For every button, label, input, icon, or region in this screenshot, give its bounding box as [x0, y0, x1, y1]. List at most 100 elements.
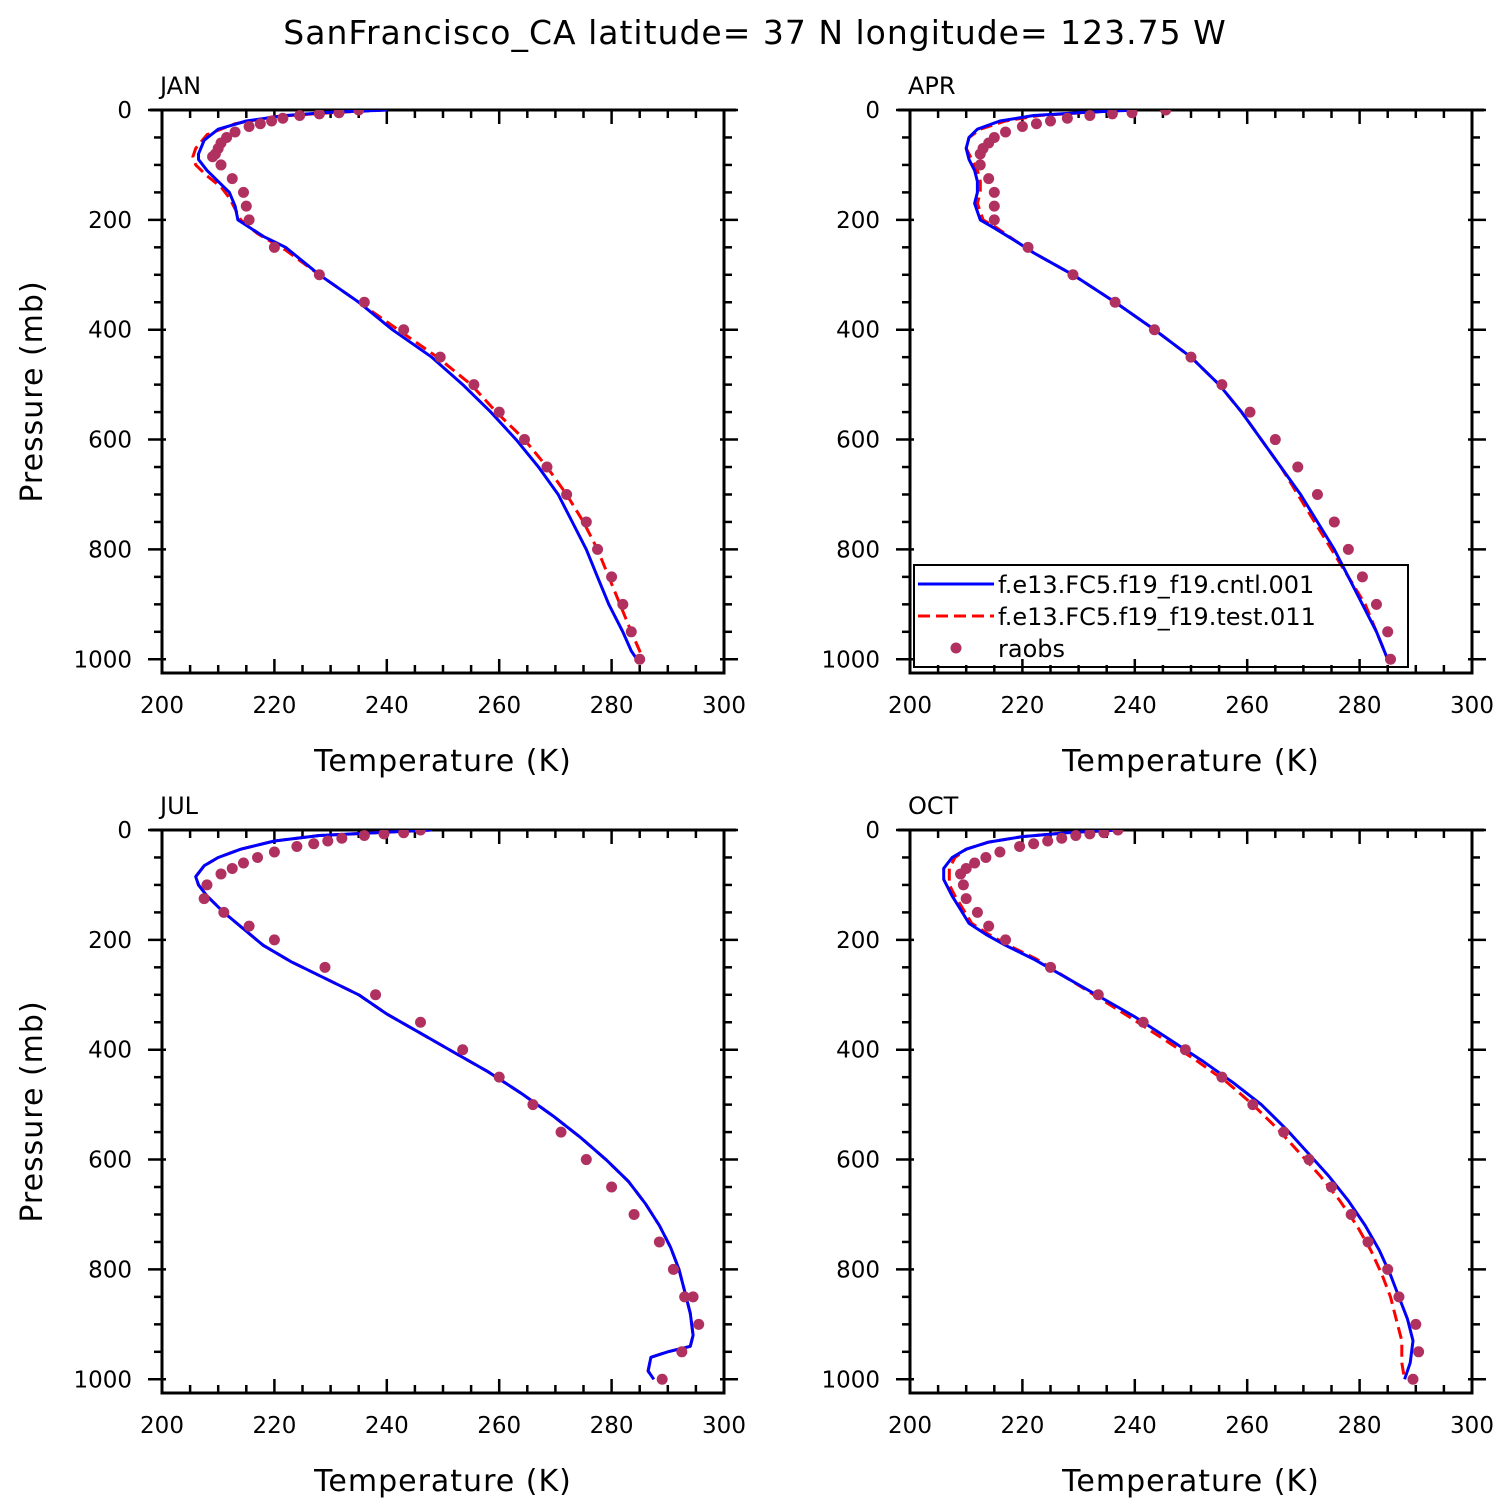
raobs-point [398, 830, 410, 839]
raobs-point [319, 961, 331, 973]
raobs-point [1342, 543, 1354, 555]
raobs-point [218, 906, 230, 918]
panel-title: APR [908, 72, 956, 100]
raobs-point [237, 186, 249, 198]
raobs-point [1160, 110, 1172, 116]
x-tick-label: 300 [702, 1413, 746, 1439]
raobs-point [1045, 115, 1056, 127]
raobs-point [653, 1236, 665, 1248]
raobs-point [667, 1263, 679, 1275]
raobs-point [468, 379, 480, 391]
raobs-point [955, 868, 967, 880]
y-tick-label: 0 [117, 98, 132, 124]
raobs-point [1385, 653, 1397, 665]
x-tick-label: 260 [477, 693, 521, 719]
x-tick-label: 300 [1450, 1413, 1494, 1439]
raobs-point [1370, 598, 1382, 610]
y-tick-label: 200 [88, 208, 132, 234]
raobs-point [988, 200, 1000, 212]
raobs-point [1393, 1291, 1405, 1303]
plot-area [942, 830, 1425, 1385]
raobs-point [243, 214, 255, 226]
raobs-point [1179, 1044, 1191, 1056]
plot-area [194, 830, 705, 1385]
raobs-point [960, 893, 972, 905]
raobs-point [527, 1099, 539, 1111]
raobs-point [1084, 830, 1096, 840]
y-tick-label: 800 [88, 1257, 132, 1283]
x-tick-label: 200 [888, 693, 932, 719]
raobs-point [415, 830, 427, 836]
raobs-point [1014, 840, 1026, 852]
raobs-point [336, 832, 348, 844]
x-axis-title: Temperature (K) [313, 744, 572, 779]
raobs-point [333, 110, 345, 119]
x-axis-title: Temperature (K) [1061, 744, 1320, 779]
raobs-point [254, 118, 266, 130]
raobs-point [1292, 461, 1304, 473]
x-tick-label: 240 [365, 1413, 409, 1439]
y-axis-title: Pressure (mb) [15, 280, 50, 502]
y-tick-label: 0 [865, 818, 880, 844]
y-tick-label: 200 [836, 208, 880, 234]
x-tick-label: 280 [590, 1413, 634, 1439]
raobs-point [994, 846, 1006, 858]
raobs-point [1356, 571, 1368, 583]
x-tick-label: 280 [590, 693, 634, 719]
y-tick-label: 200 [88, 928, 132, 954]
y-tick-label: 600 [836, 1148, 880, 1174]
raobs-point [679, 1291, 691, 1303]
raobs-point [1326, 1181, 1337, 1193]
x-tick-label: 240 [1113, 1413, 1157, 1439]
raobs-point [676, 1346, 688, 1358]
x-axis-title: Temperature (K) [1061, 1464, 1320, 1499]
raobs-point [1000, 126, 1012, 138]
y-tick-label: 800 [836, 537, 880, 563]
raobs-point [1084, 110, 1096, 121]
raobs-point [215, 868, 227, 880]
x-tick-label: 220 [1000, 1413, 1044, 1439]
raobs-point [555, 1126, 567, 1138]
raobs-point [693, 1318, 705, 1330]
raobs-point [313, 110, 325, 120]
raobs-point [370, 989, 382, 1001]
raobs-point [606, 571, 618, 583]
raobs-point [277, 112, 289, 124]
raobs-point [1061, 112, 1073, 124]
raobs-point [617, 598, 629, 610]
raobs-point [1092, 989, 1104, 1001]
x-tick-label: 200 [140, 1413, 184, 1439]
y-tick-label: 1000 [821, 647, 880, 673]
raobs-point [457, 1044, 469, 1056]
raobs-point [1269, 434, 1281, 446]
raobs-point [1185, 351, 1197, 363]
x-tick-label: 200 [140, 693, 184, 719]
raobs-point [969, 857, 981, 869]
y-tick-label: 200 [836, 928, 880, 954]
raobs-point [1311, 488, 1323, 500]
x-tick-label: 260 [477, 1413, 521, 1439]
raobs-point [1382, 626, 1394, 638]
raobs-point [656, 1373, 668, 1385]
raobs-point [1407, 1373, 1419, 1385]
legend-label: f.e13.FC5.f19_f19.cntl.001 [998, 571, 1314, 599]
raobs-point [606, 1181, 618, 1193]
y-tick-label: 0 [117, 818, 132, 844]
panel-title: OCT [908, 792, 959, 820]
raobs-point [1216, 1071, 1228, 1083]
x-tick-label: 200 [888, 1413, 932, 1439]
y-tick-label: 800 [836, 1257, 880, 1283]
raobs-point [266, 115, 278, 127]
raobs-point [988, 186, 1000, 198]
raobs-point [592, 543, 604, 555]
raobs-point [1042, 835, 1054, 847]
y-tick-label: 400 [88, 1038, 132, 1064]
raobs-point [687, 1291, 699, 1303]
raobs-point [625, 626, 637, 638]
y-tick-label: 600 [836, 428, 880, 454]
raobs-point [1328, 516, 1340, 528]
y-tick-label: 800 [88, 537, 132, 563]
y-tick-label: 600 [88, 428, 132, 454]
raobs-point [252, 851, 264, 863]
raobs-point [268, 846, 280, 858]
